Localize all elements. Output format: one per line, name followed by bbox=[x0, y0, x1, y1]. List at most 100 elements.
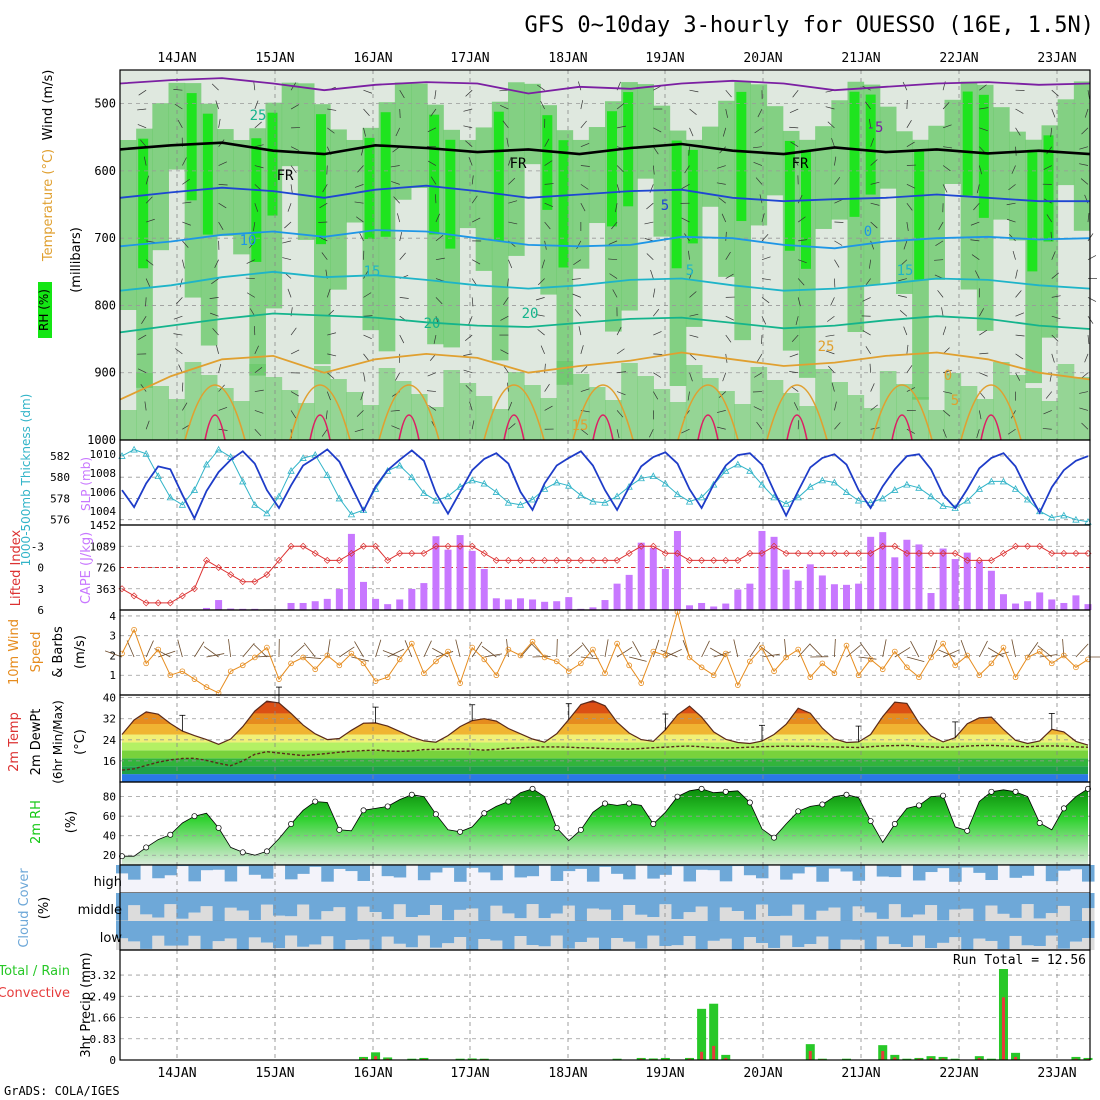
lifted-tick--3: -3 bbox=[31, 540, 44, 553]
thickness-point bbox=[854, 496, 863, 504]
wind-speed-point bbox=[264, 644, 270, 651]
rh-band bbox=[475, 127, 493, 271]
pressure-tick-700: 700 bbox=[94, 231, 116, 245]
cape-bar bbox=[879, 532, 887, 610]
rh-band-low bbox=[653, 389, 671, 440]
temperature-contour-warm bbox=[677, 384, 739, 441]
wind-barb bbox=[578, 81, 582, 91]
wind-barb bbox=[174, 348, 183, 355]
lifted-tick-0: 0 bbox=[37, 562, 44, 575]
rh-band-low bbox=[281, 390, 299, 440]
cloud-cell-middle bbox=[864, 893, 878, 913]
cloud-cell-middle bbox=[611, 893, 624, 921]
cloud-cell-clear bbox=[357, 906, 370, 921]
wind-barb bbox=[608, 240, 618, 245]
cloud-cell-clear bbox=[840, 939, 853, 950]
wind-speed-point bbox=[759, 644, 765, 651]
wind-barb-10m bbox=[1011, 639, 1016, 658]
cloud-cell-clear bbox=[466, 908, 479, 921]
precip-total-bar bbox=[1011, 1052, 1021, 1060]
cloud-cell-middle bbox=[466, 893, 479, 909]
wind-barb bbox=[326, 391, 331, 401]
wind-barb-10m bbox=[942, 649, 960, 658]
cloud-cell-clear bbox=[816, 910, 829, 921]
wind-barb bbox=[725, 231, 727, 241]
cloud-cell-clear bbox=[176, 918, 189, 921]
cloud-cell-clear bbox=[526, 904, 540, 921]
rh-band-high bbox=[267, 112, 278, 216]
wind-barb bbox=[146, 240, 156, 243]
cloud-cell-high bbox=[454, 865, 467, 882]
cloud-cell-clear bbox=[490, 905, 503, 921]
wind-barb-10m bbox=[520, 643, 533, 658]
wind-speed-point bbox=[722, 650, 729, 657]
wind-barb bbox=[143, 156, 147, 166]
cloud-cell-clear bbox=[224, 938, 238, 950]
cape-bar bbox=[1072, 595, 1080, 610]
cloud-cell-middle bbox=[188, 893, 201, 913]
slp-axis-label: SLP (mb) bbox=[79, 457, 93, 511]
contour-label-20: 20 bbox=[424, 316, 441, 332]
wind-barb-10m bbox=[228, 639, 232, 658]
lifted-index-point bbox=[299, 542, 307, 550]
cloud-cell-clear bbox=[550, 913, 564, 921]
wind-barb bbox=[1012, 250, 1016, 260]
lifted-index-point bbox=[891, 542, 899, 550]
rh-band-low bbox=[508, 372, 525, 440]
cape-bar bbox=[782, 569, 790, 610]
cloud-cell-low bbox=[212, 921, 226, 942]
wind-barb bbox=[834, 240, 843, 246]
wind-barb bbox=[580, 165, 590, 167]
wind-barb bbox=[979, 372, 988, 377]
wind-barb bbox=[906, 184, 916, 189]
wind-barb bbox=[253, 81, 256, 91]
temp-band bbox=[122, 742, 1088, 751]
cloud-cell-high bbox=[647, 865, 660, 879]
cloud-cell-middle bbox=[755, 893, 769, 905]
thickness-point bbox=[601, 498, 609, 506]
cape-bar bbox=[794, 580, 802, 610]
cloud-cell-high bbox=[755, 865, 769, 879]
wind-barb bbox=[580, 184, 589, 190]
rh-band bbox=[330, 129, 347, 290]
cape-bar bbox=[951, 559, 959, 610]
cloud-cell-clear bbox=[393, 943, 407, 950]
cloud-cell-clear bbox=[381, 936, 395, 950]
cloud-cell-high bbox=[260, 865, 274, 879]
wind-barb bbox=[433, 334, 437, 344]
cloud-cell-high bbox=[792, 865, 805, 874]
wind-barb bbox=[900, 259, 908, 267]
thickness-tick-578: 578 bbox=[50, 492, 70, 505]
wind-barb bbox=[508, 259, 513, 269]
lifted-tick-3: 3 bbox=[37, 583, 44, 596]
lifted-index-point bbox=[492, 556, 500, 564]
rh-point bbox=[312, 798, 319, 805]
lifted-index-point bbox=[818, 549, 826, 557]
cloud-cell-middle bbox=[599, 893, 612, 910]
wind-barb bbox=[725, 273, 734, 279]
cloud-cell-low bbox=[840, 921, 853, 940]
thickness-tick-580: 580 bbox=[50, 471, 70, 484]
contour-label-FR: FR bbox=[792, 156, 809, 172]
wind-barb bbox=[942, 326, 947, 336]
bottom-date-17jan: 17JAN bbox=[450, 1066, 489, 1081]
wind-barb bbox=[173, 315, 183, 320]
wind-barb-10m bbox=[387, 648, 405, 658]
cloud-cell-middle bbox=[973, 893, 986, 921]
cloud-cell-clear bbox=[792, 904, 805, 921]
cloud-cell-clear bbox=[876, 936, 890, 950]
pressure-axis-label: (millibars) bbox=[69, 227, 84, 293]
wind-barb-10m bbox=[290, 644, 305, 658]
wind-barb bbox=[834, 422, 841, 430]
rh-band-low bbox=[782, 393, 800, 440]
temp-band bbox=[122, 702, 1088, 714]
wind-barb bbox=[254, 165, 264, 169]
cloud-cell-middle bbox=[502, 893, 515, 914]
wind-barb-10m bbox=[1075, 643, 1089, 658]
thickness-point bbox=[335, 494, 344, 502]
cloud-cell-clear bbox=[442, 943, 455, 950]
cloud-cell-clear bbox=[454, 937, 467, 950]
thickness-point bbox=[1072, 515, 1080, 523]
cloud-cell-clear bbox=[864, 912, 878, 921]
rh-band bbox=[120, 140, 137, 310]
